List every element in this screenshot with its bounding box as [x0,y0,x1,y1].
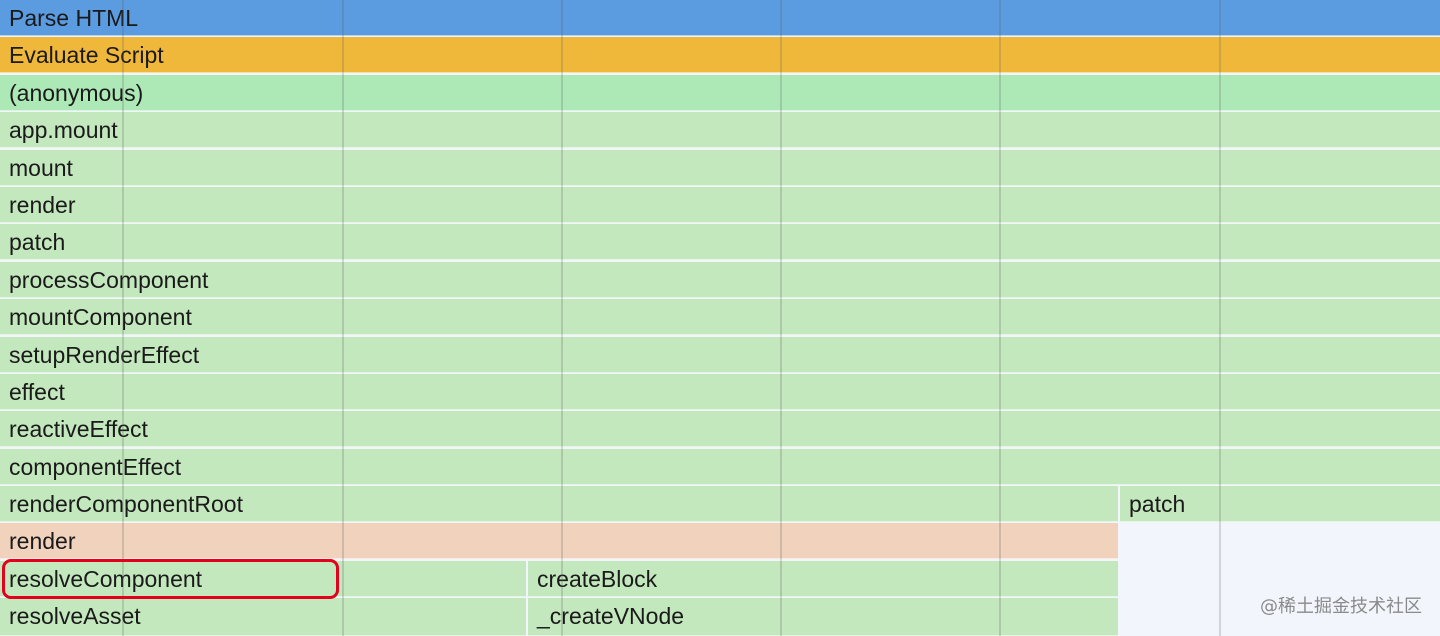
frame-effect[interactable]: effect [0,374,1440,410]
frame-process-component[interactable]: processComponent [0,262,1440,298]
frame-render-peach[interactable]: render [0,523,1118,559]
frame-resolve-component[interactable]: resolveComponent [0,561,526,597]
frame-resolve-asset[interactable]: resolveAsset [0,598,526,636]
frame-patch-secondary[interactable]: patch [1120,486,1440,522]
frame-render[interactable]: render [0,187,1440,223]
frame-patch[interactable]: patch [0,224,1440,260]
frame-create-block[interactable]: createBlock [528,561,1118,597]
watermark: @稀土掘金技术社区 [1260,596,1422,617]
frame-create-vnode[interactable]: _createVNode [528,598,1118,636]
frame-evaluate-script[interactable]: Evaluate Script [0,37,1440,73]
frame-parse-html[interactable]: Parse HTML [0,0,1440,36]
frame-anonymous[interactable]: (anonymous) [0,75,1440,111]
frame-component-effect[interactable]: componentEffect [0,449,1440,485]
frame-mount-component[interactable]: mountComponent [0,299,1440,335]
frame-render-component-root[interactable]: renderComponentRoot [0,486,1118,522]
frame-reactive-effect[interactable]: reactiveEffect [0,411,1440,447]
frame-app-mount[interactable]: app.mount [0,112,1440,148]
frame-setup-render-effect[interactable]: setupRenderEffect [0,337,1440,373]
frame-mount[interactable]: mount [0,150,1440,186]
